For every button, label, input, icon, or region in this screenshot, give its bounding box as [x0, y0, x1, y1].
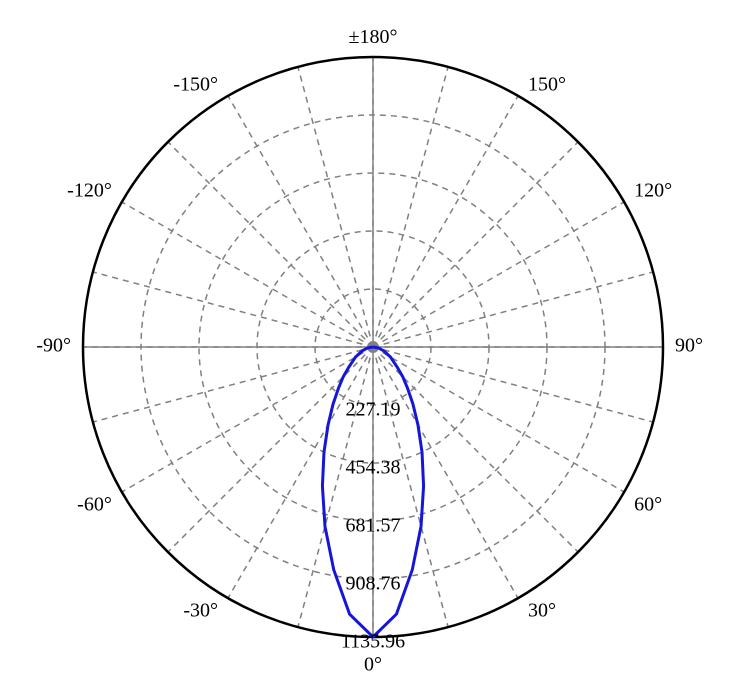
angle-label: 90°: [675, 335, 703, 357]
grid-spoke: [373, 202, 624, 347]
angle-label: -150°: [173, 73, 218, 95]
radial-label: 454.38: [346, 457, 401, 479]
radial-label: 908.76: [346, 573, 401, 595]
grid-spoke: [373, 347, 624, 492]
angle-label: 60°: [634, 494, 662, 516]
grid-spoke: [298, 67, 373, 347]
angle-label: ±180°: [349, 26, 398, 48]
radial-label: 1135.96: [341, 631, 405, 653]
grid-spoke: [373, 142, 578, 347]
angle-label: 150°: [528, 73, 566, 95]
grid-spoke: [93, 272, 373, 347]
angle-label: -120°: [67, 180, 112, 202]
angle-label: -60°: [77, 494, 112, 516]
grid-spoke: [122, 202, 373, 347]
grid-spoke: [122, 347, 373, 492]
angle-label: -30°: [183, 600, 218, 622]
angle-label: 30°: [528, 600, 556, 622]
grid-spoke: [228, 96, 373, 347]
angle-label: -90°: [36, 335, 71, 357]
polar-chart: 0° 30° 60° 90° 120° 150° ±180° -150° -120° -90° -6…: [0, 0, 746, 695]
grid-spoke: [373, 96, 518, 347]
grid-spoke: [373, 67, 448, 347]
grid-spoke: [168, 142, 373, 347]
angle-label: 0°: [364, 654, 382, 676]
radial-label: 227.19: [346, 399, 401, 421]
radial-label: 681.57: [346, 515, 401, 537]
angle-label: 120°: [634, 180, 672, 202]
grid-spoke: [373, 272, 653, 347]
